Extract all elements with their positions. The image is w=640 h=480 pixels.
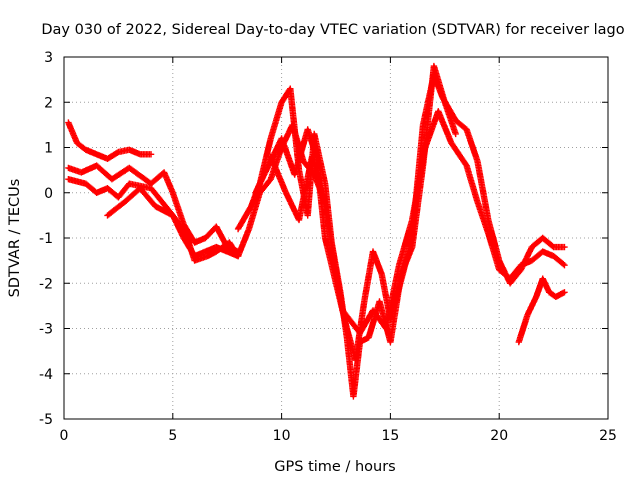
x-tick-label: 10 bbox=[273, 428, 291, 444]
data-point-markers bbox=[463, 162, 481, 204]
data-point-marker bbox=[452, 130, 459, 138]
data-point-markers bbox=[409, 145, 429, 224]
data-point-markers bbox=[104, 149, 121, 162]
x-tick-label: 0 bbox=[60, 428, 69, 444]
data-point-markers bbox=[267, 153, 289, 195]
data-point-markers bbox=[361, 249, 376, 305]
data-point-markers bbox=[550, 252, 567, 268]
data-series bbox=[65, 119, 155, 162]
data-point-markers bbox=[308, 153, 328, 208]
x-tick-label: 5 bbox=[168, 428, 177, 444]
data-point-markers bbox=[422, 109, 441, 151]
data-point-markers bbox=[506, 263, 524, 282]
data-point-markers bbox=[104, 199, 127, 219]
data-point-markers bbox=[506, 267, 524, 287]
y-tick-label: -4 bbox=[39, 367, 53, 383]
data-point-markers bbox=[356, 308, 376, 337]
data-point-markers bbox=[169, 189, 187, 227]
data-point-markers bbox=[295, 154, 315, 224]
data-point-marker bbox=[561, 243, 568, 251]
data-point-marker bbox=[561, 261, 568, 269]
data-point-markers bbox=[369, 248, 385, 276]
data-point-markers bbox=[463, 126, 481, 163]
data-point-markers bbox=[435, 108, 454, 145]
y-tick-label: 2 bbox=[44, 95, 53, 111]
data-point-markers bbox=[419, 73, 437, 129]
data-point-markers bbox=[152, 203, 175, 218]
data-point-markers bbox=[304, 126, 320, 159]
data-series bbox=[65, 176, 242, 260]
data-point-markers bbox=[234, 227, 252, 260]
chart-title: Day 030 of 2022, Sidereal Day-to-day VTE… bbox=[41, 22, 624, 38]
y-tick-label: -5 bbox=[39, 412, 53, 428]
x-tick-label: 20 bbox=[490, 428, 508, 444]
data-series bbox=[267, 108, 568, 337]
data-point-markers bbox=[515, 313, 531, 346]
data-point-markers bbox=[234, 204, 254, 233]
data-point-markers bbox=[430, 71, 446, 100]
x-axis-label: GPS time / hours bbox=[274, 459, 395, 475]
data-point-markers bbox=[78, 163, 99, 176]
data-point-markers bbox=[245, 191, 263, 233]
data-point-markers bbox=[474, 198, 491, 236]
data-point-markers bbox=[339, 307, 363, 335]
y-axis-label: SDTVAR / TECUs bbox=[7, 179, 23, 298]
y-tick-label: 0 bbox=[44, 186, 53, 202]
data-point-markers bbox=[73, 139, 88, 152]
data-point-markers bbox=[395, 218, 415, 269]
data-point-markers bbox=[448, 139, 469, 168]
data-point-markers bbox=[93, 162, 114, 182]
data-point-markers bbox=[137, 185, 158, 209]
data-point-markers bbox=[485, 230, 502, 272]
data-point-markers bbox=[213, 240, 232, 255]
data-point-markers bbox=[65, 119, 80, 145]
data-point-markers bbox=[452, 117, 469, 132]
data-point-markers bbox=[115, 181, 132, 201]
data-point-markers bbox=[321, 203, 346, 312]
data-point-marker bbox=[561, 289, 568, 296]
data-point-markers bbox=[180, 221, 197, 245]
y-tick-label: 1 bbox=[44, 141, 53, 157]
data-points bbox=[65, 62, 568, 400]
data-point-markers bbox=[169, 212, 189, 236]
y-tick-label: -3 bbox=[39, 322, 53, 338]
x-tick-label: 25 bbox=[599, 428, 617, 444]
data-point-markers bbox=[539, 234, 556, 250]
y-tick-label: -2 bbox=[39, 276, 53, 292]
data-point-markers bbox=[382, 263, 402, 332]
data-series bbox=[104, 121, 329, 264]
data-point-markers bbox=[539, 275, 552, 295]
x-tick-label: 15 bbox=[381, 428, 399, 444]
data-point-markers bbox=[65, 164, 84, 176]
axis-ticks: 0 5 10 15 20 25 -5 -4 -3 -2 -1 0 1 2 3 bbox=[39, 50, 617, 444]
data-point-markers bbox=[182, 230, 198, 263]
data-point-markers bbox=[126, 164, 153, 186]
data-point-markers bbox=[108, 165, 132, 183]
data-point-markers bbox=[439, 94, 459, 123]
data-point-markers bbox=[291, 127, 311, 178]
y-tick-label: -1 bbox=[39, 231, 53, 247]
data-point-markers bbox=[267, 100, 285, 142]
data-series bbox=[65, 162, 242, 255]
y-tick-label: 3 bbox=[44, 50, 53, 66]
data-point-marker bbox=[147, 151, 155, 158]
data-point-markers bbox=[474, 157, 492, 222]
data-point-markers bbox=[202, 224, 219, 242]
data-point-markers bbox=[395, 236, 415, 291]
data-point-markers bbox=[65, 176, 88, 187]
data-point-markers bbox=[160, 169, 176, 195]
data-point-markers bbox=[121, 186, 143, 205]
data-point-markers bbox=[252, 163, 272, 196]
data-point-markers bbox=[524, 295, 539, 319]
grid-lines bbox=[64, 57, 608, 419]
data-series bbox=[515, 275, 568, 346]
